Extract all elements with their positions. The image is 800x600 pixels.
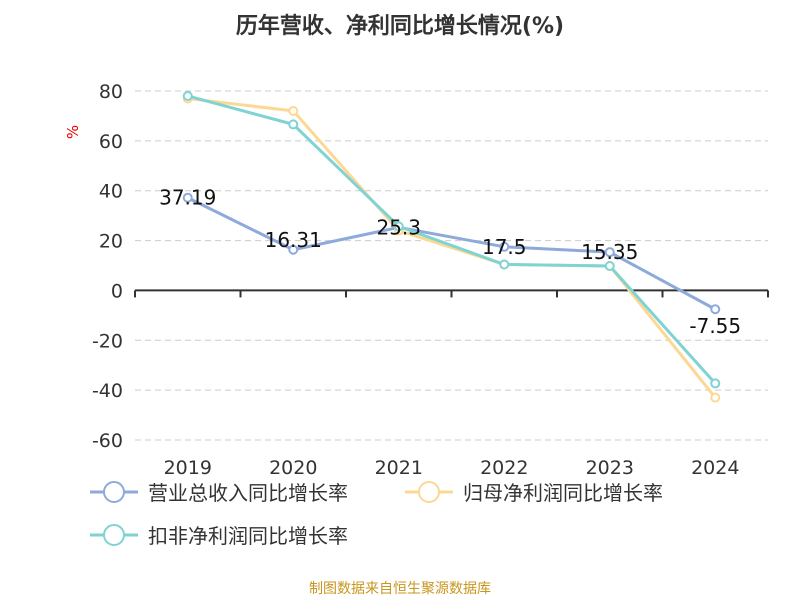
data-label: 25.3 <box>376 215 421 239</box>
data-label: 37.19 <box>159 186 216 210</box>
legend-marker <box>103 481 125 503</box>
legend-label: 营业总收入同比增长率 <box>148 481 348 505</box>
y-tick-label: 20 <box>99 231 123 253</box>
series-line <box>187 196 716 311</box>
series-line <box>187 94 717 385</box>
y-tick-label: -60 <box>92 430 123 452</box>
legend-marker <box>418 481 440 503</box>
data-point <box>710 378 721 389</box>
y-tick-label: 40 <box>99 181 123 203</box>
data-point <box>182 90 193 101</box>
source-note: 制图数据来自恒生聚源数据库 <box>309 581 491 597</box>
data-point <box>288 105 299 116</box>
y-axis-label: % <box>64 125 82 139</box>
data-point <box>499 241 510 252</box>
data-label: 16.31 <box>265 228 322 252</box>
x-tick-label: 2022 <box>480 457 528 479</box>
data-label: -7.55 <box>689 314 741 338</box>
series-line <box>187 96 717 399</box>
data-point <box>288 119 299 130</box>
y-tick-label: 80 <box>99 81 123 103</box>
x-tick-label: 2020 <box>269 457 317 479</box>
data-point <box>393 221 404 232</box>
x-tick-label: 2023 <box>586 457 634 479</box>
legend-marker <box>103 524 125 546</box>
data-point <box>182 192 193 203</box>
x-tick-label: 2024 <box>691 457 739 479</box>
data-label: 15.35 <box>581 240 638 264</box>
chart-title: 历年营收、净利同比增长情况(%) <box>235 14 565 39</box>
data-point <box>710 392 721 403</box>
data-point <box>499 259 510 270</box>
y-tick-label: -20 <box>92 330 123 352</box>
legend-label: 扣非净利润同比增长率 <box>148 524 348 548</box>
x-tick-label: 2021 <box>375 457 423 479</box>
data-point <box>604 260 615 271</box>
data-point <box>288 244 299 255</box>
legend-label: 归母净利润同比增长率 <box>463 481 663 505</box>
y-tick-label: 0 <box>111 280 123 302</box>
data-point <box>710 304 721 315</box>
y-tick-label: -40 <box>92 380 123 402</box>
data-point <box>604 247 615 258</box>
y-tick-label: 60 <box>99 131 123 153</box>
data-label: 17.5 <box>482 235 527 259</box>
x-tick-label: 2019 <box>164 457 212 479</box>
